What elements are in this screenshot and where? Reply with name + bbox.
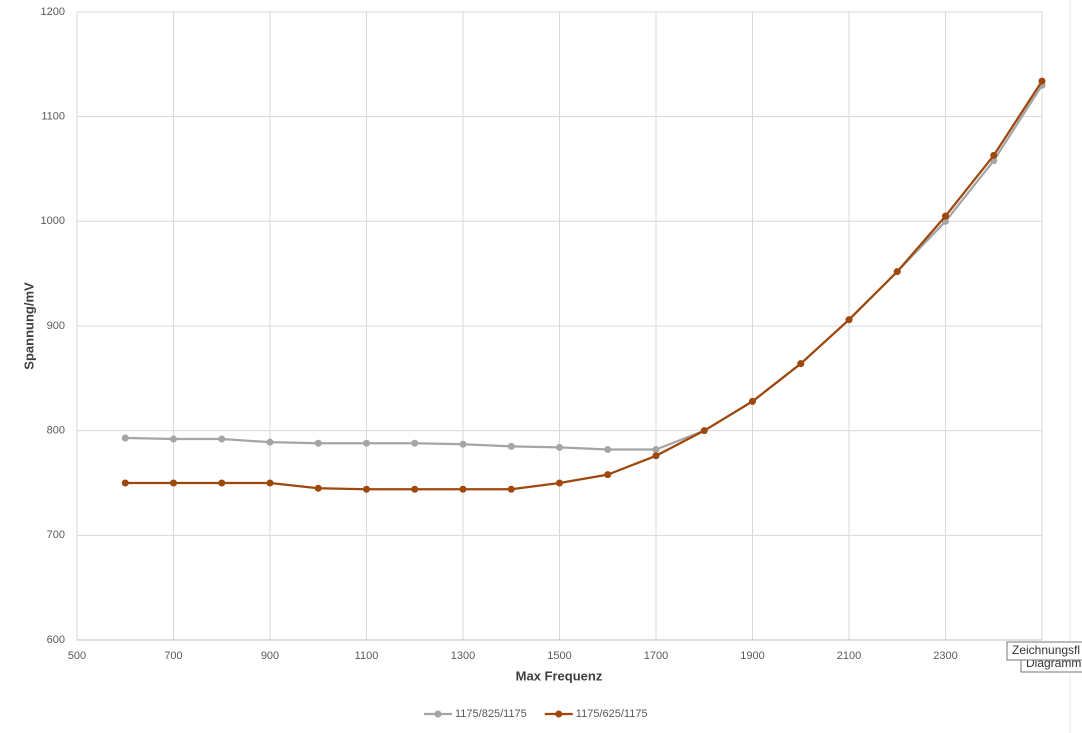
data-point: [363, 485, 370, 493]
x-tick-label: 900: [261, 650, 279, 662]
data-point: [314, 439, 322, 447]
legend: 1175/825/1175 1175/625/1175: [424, 708, 648, 720]
data-point: [507, 485, 515, 493]
data-point: [459, 440, 467, 448]
x-tick-label: 1900: [740, 650, 764, 662]
y-tick-label: 600: [47, 634, 65, 646]
series-line: [125, 80, 1043, 491]
data-point: [700, 427, 708, 435]
tooltip-text: Zeichnungsfl: [1012, 643, 1080, 657]
data-point: [411, 485, 419, 493]
y-tick-label: 800: [47, 425, 65, 437]
data-point: [266, 479, 274, 487]
data-point: [459, 485, 467, 493]
legend-label: 1175/825/1175: [455, 708, 527, 720]
data-point: [121, 434, 129, 442]
data-point: [749, 397, 756, 405]
legend-label: 1175/625/1175: [576, 708, 648, 720]
x-tick-label: 1100: [355, 650, 379, 662]
data-point: [942, 212, 949, 220]
data-point: [797, 360, 805, 368]
y-tick-label: 700: [47, 529, 65, 541]
data-point: [266, 438, 274, 446]
data-point: [170, 435, 177, 443]
legend-marker: [555, 710, 563, 718]
x-axis-title: Max Frequenz: [516, 668, 603, 683]
data-point: [652, 446, 660, 454]
y-tick-label: 1000: [41, 215, 65, 227]
y-axis-title: Spannung/mV: [21, 282, 36, 370]
x-tick-label: 700: [164, 650, 182, 662]
data-point: [990, 151, 998, 159]
data-point: [604, 446, 612, 454]
data-point: [170, 479, 177, 487]
y-tick-label: 1200: [41, 6, 65, 18]
y-tick-label: 900: [47, 320, 65, 332]
y-tick-label: 1100: [41, 111, 65, 123]
data-point: [556, 479, 563, 487]
legend-marker: [434, 710, 442, 718]
data-point: [411, 439, 419, 447]
x-tick-label: 1500: [547, 650, 571, 662]
series-line: [125, 84, 1043, 451]
x-tick-label: 500: [68, 650, 86, 662]
data-point: [893, 268, 901, 276]
data-point: [507, 442, 515, 450]
data-point: [363, 439, 370, 447]
plot-area: 600 700 800 900 1000 1100 1200 500 700 900 1100 130…: [41, 6, 1046, 662]
x-tick-label: 1700: [644, 650, 668, 662]
data-point: [314, 484, 322, 492]
x-tick-label: 2300: [933, 650, 957, 662]
data-point: [1038, 77, 1046, 85]
data-point: [121, 479, 129, 487]
x-tick-label: 1300: [451, 650, 475, 662]
data-point: [556, 443, 563, 451]
data-point: [652, 452, 660, 460]
data-point: [845, 316, 853, 324]
data-point: [604, 471, 612, 479]
data-point: [218, 435, 226, 443]
tooltip-box: [1006, 641, 1082, 661]
data-point: [218, 479, 226, 487]
x-tick-label: 2100: [837, 650, 861, 662]
tooltip: Diagramm Zeichnungsfl: [1006, 641, 1082, 673]
